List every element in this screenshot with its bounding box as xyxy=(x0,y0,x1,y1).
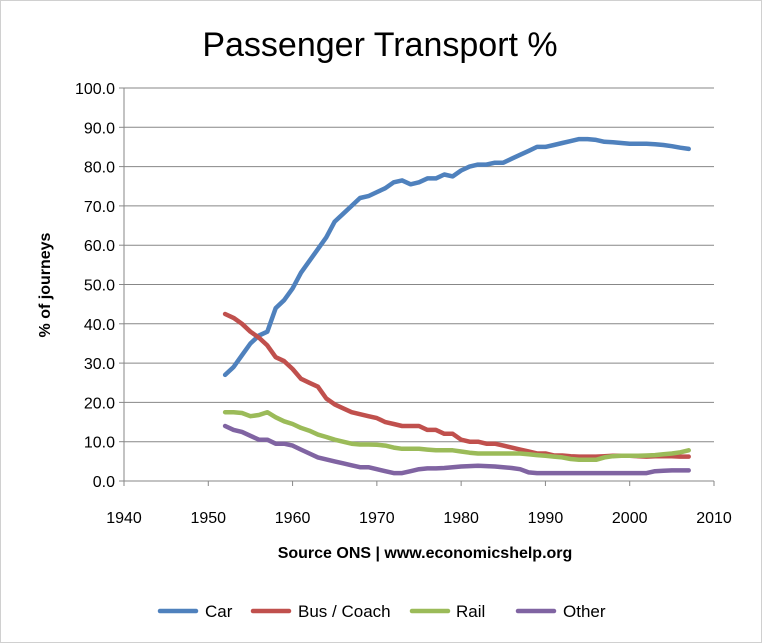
x-tick-label: 1990 xyxy=(528,510,564,527)
x-tick-label: 1940 xyxy=(106,510,142,527)
y-axis-title: % of journeys xyxy=(37,232,54,337)
y-tick-label: 40.0 xyxy=(84,317,115,334)
y-tick-label: 30.0 xyxy=(84,356,115,373)
grid-lines xyxy=(124,87,714,443)
y-tick-label: 50.0 xyxy=(84,278,115,295)
legend: Car Bus / Coach Rail Other xyxy=(157,602,606,621)
y-tick-label: 10.0 xyxy=(84,435,115,452)
series-line-bus-coach xyxy=(222,311,691,459)
y-tick-label: 0.0 xyxy=(93,474,115,491)
y-tick-label: 70.0 xyxy=(84,199,115,216)
y-tick-label: 60.0 xyxy=(84,238,115,255)
legend-label-car: Car xyxy=(205,602,233,621)
axes: 0.0 10.0 20.0 30.0 40.0 50.0 60.0 70.0 80.0 90.0 1… xyxy=(75,81,732,527)
x-tick-label: 1950 xyxy=(190,510,226,527)
x-tick-label: 2000 xyxy=(612,510,648,527)
x-tick-label: 1960 xyxy=(275,510,311,527)
x-tick-label: 2010 xyxy=(696,510,732,527)
y-tick-label: 90.0 xyxy=(84,120,115,137)
chart-title: Passenger Transport % xyxy=(202,26,557,64)
y-tick-label: 20.0 xyxy=(84,395,115,412)
series-line-other xyxy=(222,423,691,476)
x-tick-label: 1970 xyxy=(359,510,395,527)
series-lines xyxy=(222,136,691,476)
x-axis-title: Source ONS | www.economicshelp.org xyxy=(278,545,573,562)
x-tick-label: 1980 xyxy=(443,510,479,527)
series-line-car xyxy=(222,136,691,378)
series-line-rail xyxy=(222,409,691,463)
y-tick-label: 100.0 xyxy=(75,81,115,98)
legend-label-rail: Rail xyxy=(456,602,485,621)
y-tick-label: 80.0 xyxy=(84,160,115,177)
legend-label-bus-coach: Bus / Coach xyxy=(298,602,391,621)
legend-label-other: Other xyxy=(563,602,606,621)
